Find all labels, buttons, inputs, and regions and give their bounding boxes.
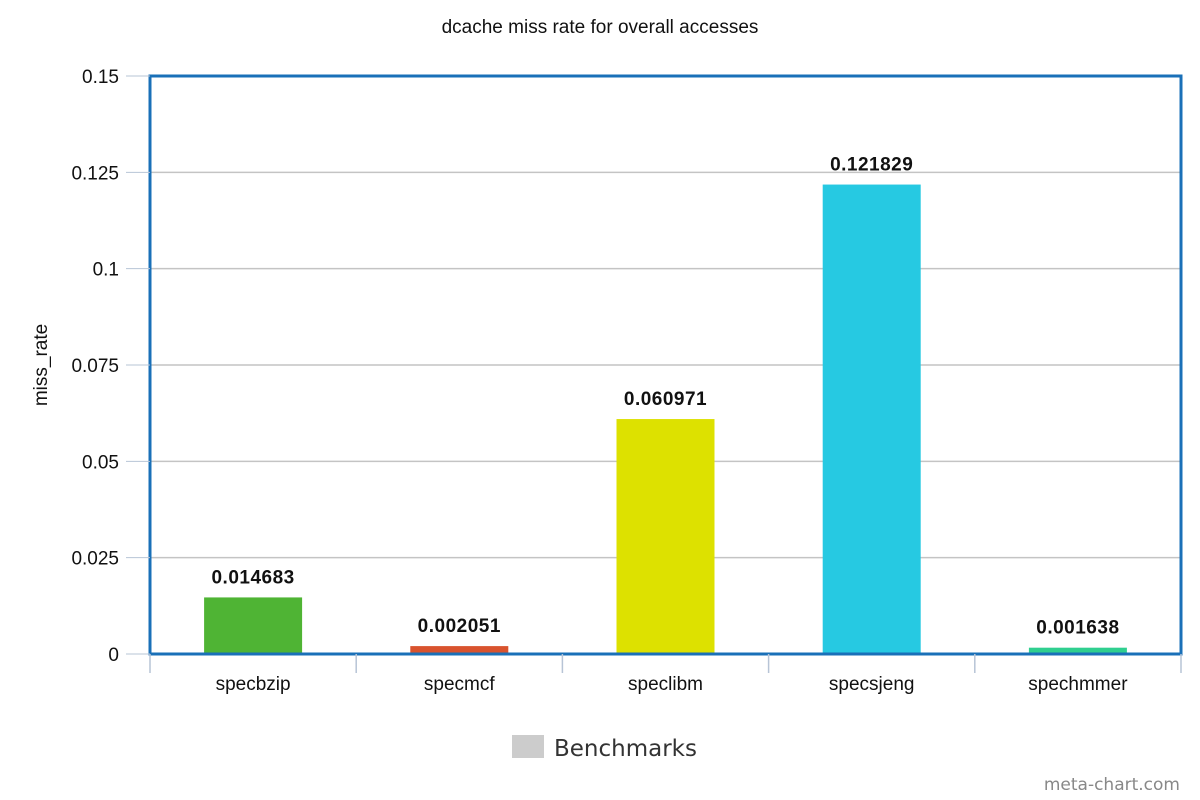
bar-specsjeng: [822, 184, 921, 654]
bars: [204, 184, 1127, 654]
y-tick-label: 0.15: [82, 67, 119, 88]
x-tick-label: specsjeng: [829, 674, 915, 695]
data-labels: 0.014683 0.002051 0.060971 0.121829 0.001638: [211, 155, 1119, 639]
chart-title: dcache miss rate for overall accesses: [442, 17, 759, 38]
data-label-spechmmer: 0.001638: [1036, 618, 1119, 639]
x-tick-label: speclibm: [628, 674, 703, 695]
y-tick-label: 0.1: [93, 260, 119, 281]
y-tick-label: 0.025: [71, 549, 119, 570]
y-tick-label: 0.125: [71, 163, 119, 184]
x-tick-label: specbzip: [216, 674, 291, 695]
y-tick-label: 0.05: [82, 452, 119, 473]
legend: Benchmarks: [512, 735, 697, 762]
y-tick-label: 0.075: [71, 356, 119, 377]
bar-specbzip: [204, 597, 303, 654]
data-label-specsjeng: 0.121829: [830, 155, 913, 176]
data-label-specmcf: 0.002051: [418, 616, 501, 637]
data-label-speclibm: 0.060971: [624, 389, 707, 410]
bar-specmcf: [410, 646, 509, 654]
legend-label: Benchmarks: [554, 736, 697, 762]
gridlines: [150, 171, 1181, 559]
y-tick-label: 0: [108, 645, 119, 666]
legend-swatch: [512, 735, 544, 758]
y-axis-ticks: 0 0.025 0.05 0.075 0.1 0.125 0.15: [71, 67, 150, 666]
bar-speclibm: [616, 419, 715, 654]
bar-spechmmer: [1028, 647, 1127, 654]
data-label-specbzip: 0.014683: [211, 567, 294, 588]
y-axis-label: miss_rate: [31, 324, 52, 406]
x-tick-label: specmcf: [424, 674, 495, 695]
watermark-text: meta-chart.com: [1044, 775, 1180, 795]
x-axis-ticks: specbzip specmcf speclibm specsjeng spechmme…: [149, 654, 1182, 695]
x-tick-label: spechmmer: [1028, 674, 1128, 695]
